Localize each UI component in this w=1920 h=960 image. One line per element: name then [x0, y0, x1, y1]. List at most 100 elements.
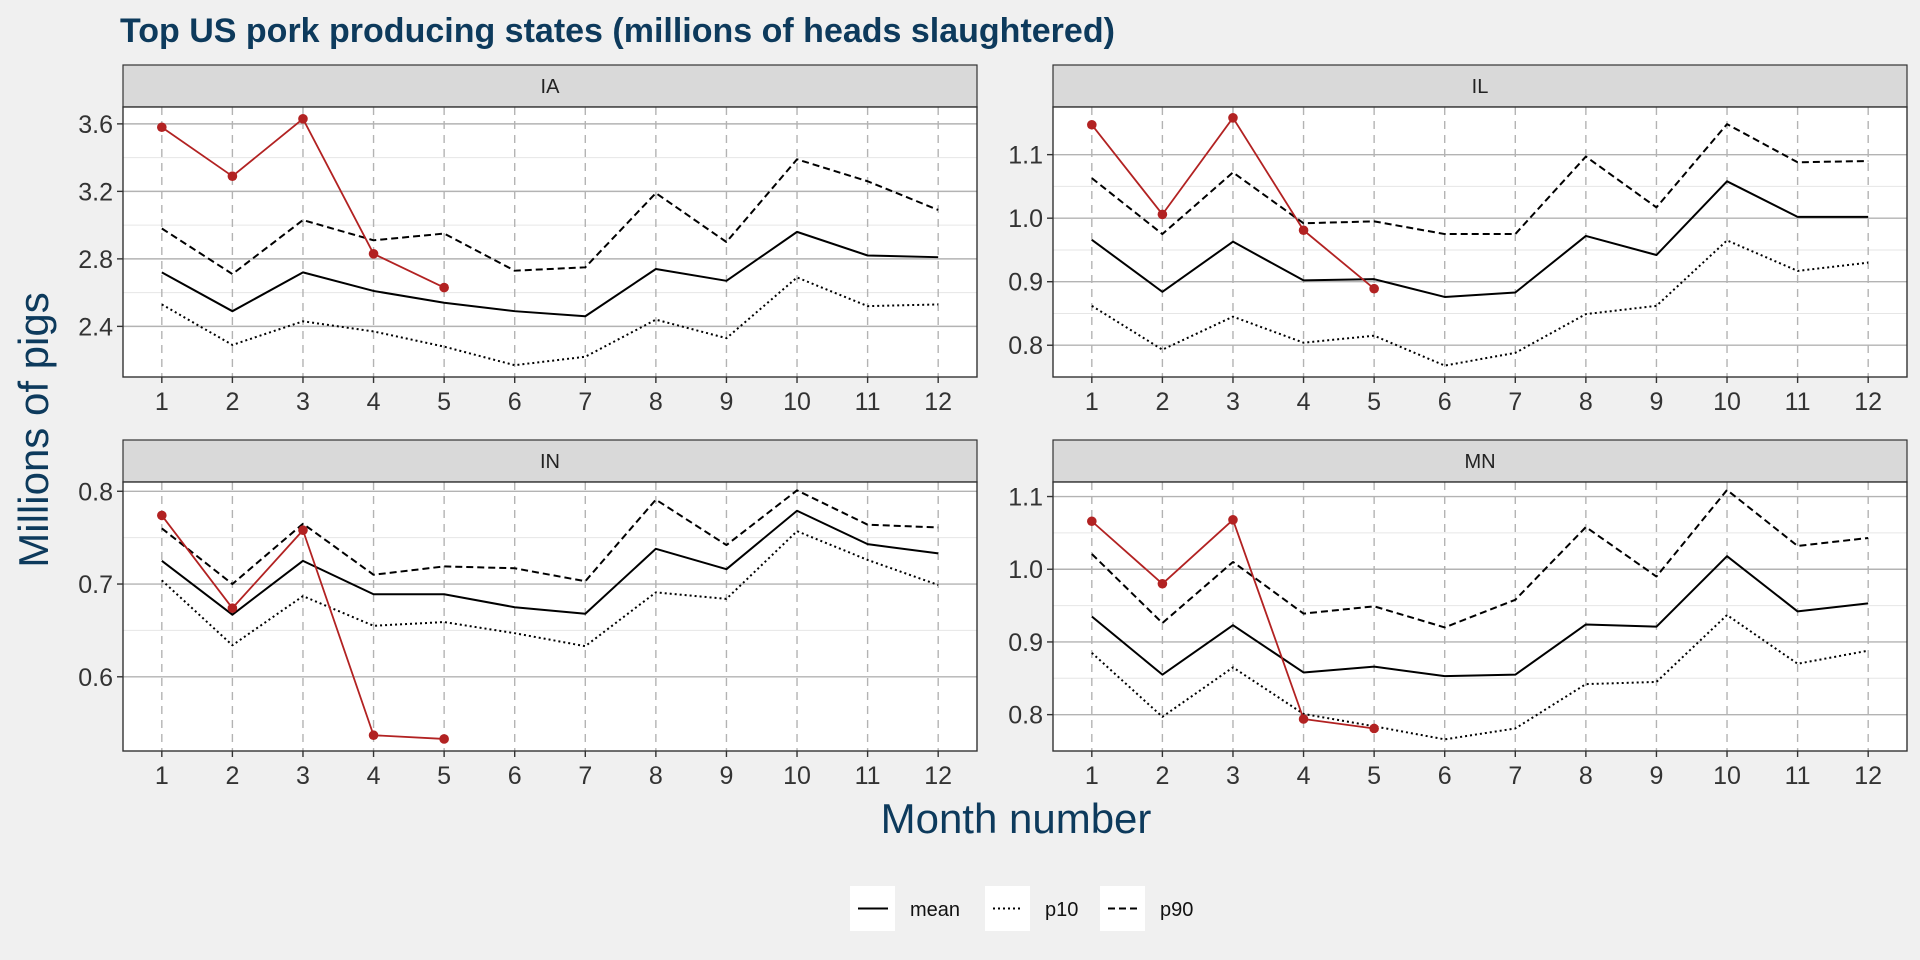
y-tick-label-in: 0.8: [78, 478, 113, 506]
y-axis-title: Millions of pigs: [10, 292, 57, 567]
x-tick-label-ia: 12: [924, 388, 952, 416]
panel-mn: MN0.80.91.01.11 2 3 4 5 6 7 8 9 10 11 12: [1008, 439, 1908, 790]
x-tick-label-ia: 8: [649, 388, 663, 416]
current-year-point-ia: [368, 249, 379, 259]
x-tick-label-in: 10: [783, 762, 811, 790]
p10-line-ia: [161, 276, 939, 367]
chart-title: Top US pork producing states (millions o…: [120, 12, 1115, 50]
current-year-point-ia: [227, 171, 238, 181]
x-tick-label-in: 7: [578, 762, 592, 790]
x-tick-label-ia: 6: [508, 388, 522, 416]
p10-line-mn: [1091, 614, 1869, 741]
x-tick-label-il: 6: [1438, 388, 1452, 416]
current-year-point-mn: [1157, 578, 1168, 589]
x-tick-label-mn: 8: [1579, 762, 1593, 790]
x-tick-label-mn: 9: [1649, 762, 1663, 790]
x-tick-label-mn: 6: [1438, 762, 1452, 790]
x-tick-label-mn: 11: [1785, 762, 1811, 790]
x-tick-label-in: 9: [719, 762, 733, 790]
x-tick-label-in: 6: [508, 762, 522, 790]
p10-line-in: [161, 530, 939, 648]
current-year-point-il: [1369, 283, 1379, 294]
legend-label-mean: mean: [910, 899, 960, 921]
strip-label-il: IL: [1472, 76, 1489, 98]
current-year-point-mn: [1369, 723, 1379, 734]
mean-line-mn: [1091, 555, 1869, 678]
p90-line-in: [161, 489, 939, 586]
legend: mean p10 p90: [850, 886, 1193, 931]
y-tick-label-il: 0.8: [1008, 332, 1043, 360]
current-year-point-in: [157, 510, 167, 521]
x-tick-label-in: 5: [437, 762, 451, 790]
current-year-point-in: [298, 525, 308, 536]
x-tick-label-il: 8: [1579, 388, 1593, 416]
current-year-point-il: [1157, 209, 1168, 220]
current-year-point-in: [439, 734, 449, 744]
y-tick-label-in: 0.7: [78, 571, 113, 599]
current-year-point-il: [1228, 113, 1238, 123]
facet-panels: IA2.42.83.23.61 2 3 4 5 6 7 8 9 10 11 12IL0.80.91.0…: [78, 64, 1908, 790]
panel-border-in: [122, 481, 978, 752]
current-year-point-mn: [1087, 516, 1097, 527]
current-year-point-ia: [157, 122, 167, 133]
p90-line-ia: [161, 158, 939, 276]
y-tick-label-ia: 2.4: [78, 313, 113, 341]
x-tick-label-mn: 2: [1155, 762, 1169, 790]
p10-line-il: [1091, 239, 1869, 367]
y-tick-label-mn: 1.0: [1008, 556, 1043, 584]
panel-border-ia: [122, 106, 978, 378]
x-tick-label-il: 9: [1649, 388, 1663, 416]
x-tick-label-in: 3: [296, 762, 310, 790]
strip-il: [1052, 64, 1908, 108]
current-year-point-mn: [1228, 515, 1238, 525]
panel-ia: IA2.42.83.23.61 2 3 4 5 6 7 8 9 10 11 12: [78, 64, 978, 416]
x-tick-label-il: 11: [1785, 388, 1811, 416]
mean-line-il: [1091, 180, 1869, 298]
x-tick-label-il: 10: [1713, 388, 1741, 416]
x-tick-label-il: 12: [1854, 388, 1882, 416]
current-year-point-in: [368, 730, 379, 741]
strip-label-mn: MN: [1464, 451, 1495, 473]
x-tick-label-il: 5: [1367, 388, 1381, 416]
legend-label-p10: p10: [1045, 899, 1078, 921]
x-tick-label-il: 7: [1508, 388, 1522, 416]
strip-in: [122, 439, 978, 483]
mean-line-ia: [161, 230, 939, 318]
p90-line-mn: [1091, 488, 1869, 629]
current-year-point-il: [1298, 225, 1309, 236]
strip-label-in: IN: [540, 451, 560, 473]
mean-line-in: [161, 509, 939, 616]
y-tick-label-mn: 0.9: [1008, 629, 1043, 657]
current-year-point-ia: [439, 282, 449, 293]
plot-background-il: [1053, 107, 1907, 377]
x-tick-label-in: 11: [855, 762, 881, 790]
y-tick-label-il: 0.9: [1008, 269, 1043, 297]
panel-il: IL0.80.91.01.11 2 3 4 5 6 7 8 9 10 11 12: [1008, 64, 1908, 416]
current-year-point-il: [1087, 119, 1097, 130]
x-tick-label-ia: 1: [155, 388, 169, 416]
x-tick-label-ia: 10: [783, 388, 811, 416]
current-year-point-mn: [1298, 714, 1309, 724]
strip-label-ia: IA: [541, 76, 561, 98]
panel-border-mn: [1052, 481, 1908, 752]
x-tick-label-in: 12: [924, 762, 952, 790]
x-tick-label-in: 8: [649, 762, 663, 790]
x-axis-title: Month number: [881, 795, 1152, 842]
y-tick-label-ia: 2.8: [78, 246, 113, 274]
y-tick-label-ia: 3.6: [78, 111, 113, 139]
strip-mn: [1052, 439, 1908, 483]
y-tick-label-in: 0.6: [78, 664, 113, 692]
x-tick-label-il: 1: [1085, 388, 1099, 416]
strip-ia: [122, 64, 978, 108]
y-tick-label-ia: 3.2: [78, 178, 113, 206]
x-tick-label-ia: 4: [367, 388, 381, 416]
x-tick-label-in: 4: [367, 762, 381, 790]
x-tick-label-mn: 10: [1713, 762, 1741, 790]
x-tick-label-mn: 7: [1508, 762, 1522, 790]
current-year-point-ia: [298, 114, 308, 124]
x-tick-label-mn: 4: [1297, 762, 1311, 790]
x-tick-label-ia: 5: [437, 388, 451, 416]
x-tick-label-ia: 9: [719, 388, 733, 416]
x-tick-label-in: 1: [155, 762, 169, 790]
x-tick-label-ia: 3: [296, 388, 310, 416]
